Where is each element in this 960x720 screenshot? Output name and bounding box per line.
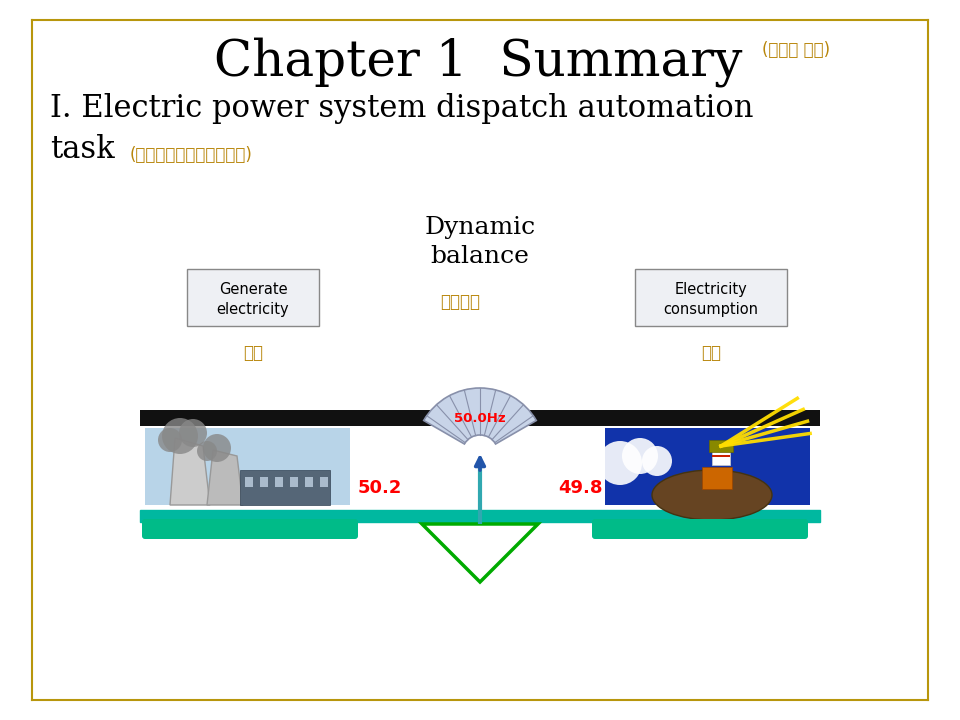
Bar <box>320 477 328 487</box>
Bar <box>145 428 350 505</box>
FancyBboxPatch shape <box>187 269 319 326</box>
Text: 动态平衡: 动态平衡 <box>440 293 480 311</box>
Text: 用电: 用电 <box>701 344 721 362</box>
Bar <box>605 428 810 505</box>
Circle shape <box>598 441 642 485</box>
Ellipse shape <box>652 470 772 520</box>
Text: 发电: 发电 <box>243 344 263 362</box>
Text: (第一章 概述): (第一章 概述) <box>762 41 830 59</box>
Polygon shape <box>170 438 210 505</box>
Bar <box>140 510 820 522</box>
Bar <box>702 467 732 489</box>
Text: (电力系统调度自动化任务): (电力系统调度自动化任务) <box>130 146 252 164</box>
Polygon shape <box>207 450 243 505</box>
Circle shape <box>642 446 672 476</box>
Circle shape <box>158 428 182 452</box>
Bar <box>260 477 268 487</box>
Text: Dynamic
balance: Dynamic balance <box>424 216 536 268</box>
Bar <box>140 410 820 426</box>
Text: Generate
electricity: Generate electricity <box>217 282 289 317</box>
Bar <box>240 470 330 505</box>
Circle shape <box>162 418 198 454</box>
Bar <box>275 477 283 487</box>
Bar <box>712 455 730 457</box>
Circle shape <box>203 434 231 462</box>
Bar <box>290 477 298 487</box>
Text: 49.8: 49.8 <box>558 479 602 497</box>
Text: task: task <box>50 135 114 166</box>
Wedge shape <box>423 388 537 444</box>
Bar <box>712 448 730 465</box>
Bar <box>305 477 313 487</box>
Bar <box>709 440 733 452</box>
FancyBboxPatch shape <box>142 519 358 539</box>
Text: Electricity
consumption: Electricity consumption <box>663 282 758 317</box>
Text: 50.0Hz: 50.0Hz <box>454 413 506 426</box>
FancyBboxPatch shape <box>592 519 808 539</box>
Circle shape <box>197 441 217 461</box>
FancyBboxPatch shape <box>635 269 787 326</box>
Circle shape <box>179 419 207 447</box>
Text: I. Electric power system dispatch automation: I. Electric power system dispatch automa… <box>50 92 754 124</box>
Text: 50.2: 50.2 <box>358 479 402 497</box>
Text: Chapter 1  Summary: Chapter 1 Summary <box>214 37 742 87</box>
Circle shape <box>622 438 658 474</box>
Bar <box>245 477 253 487</box>
